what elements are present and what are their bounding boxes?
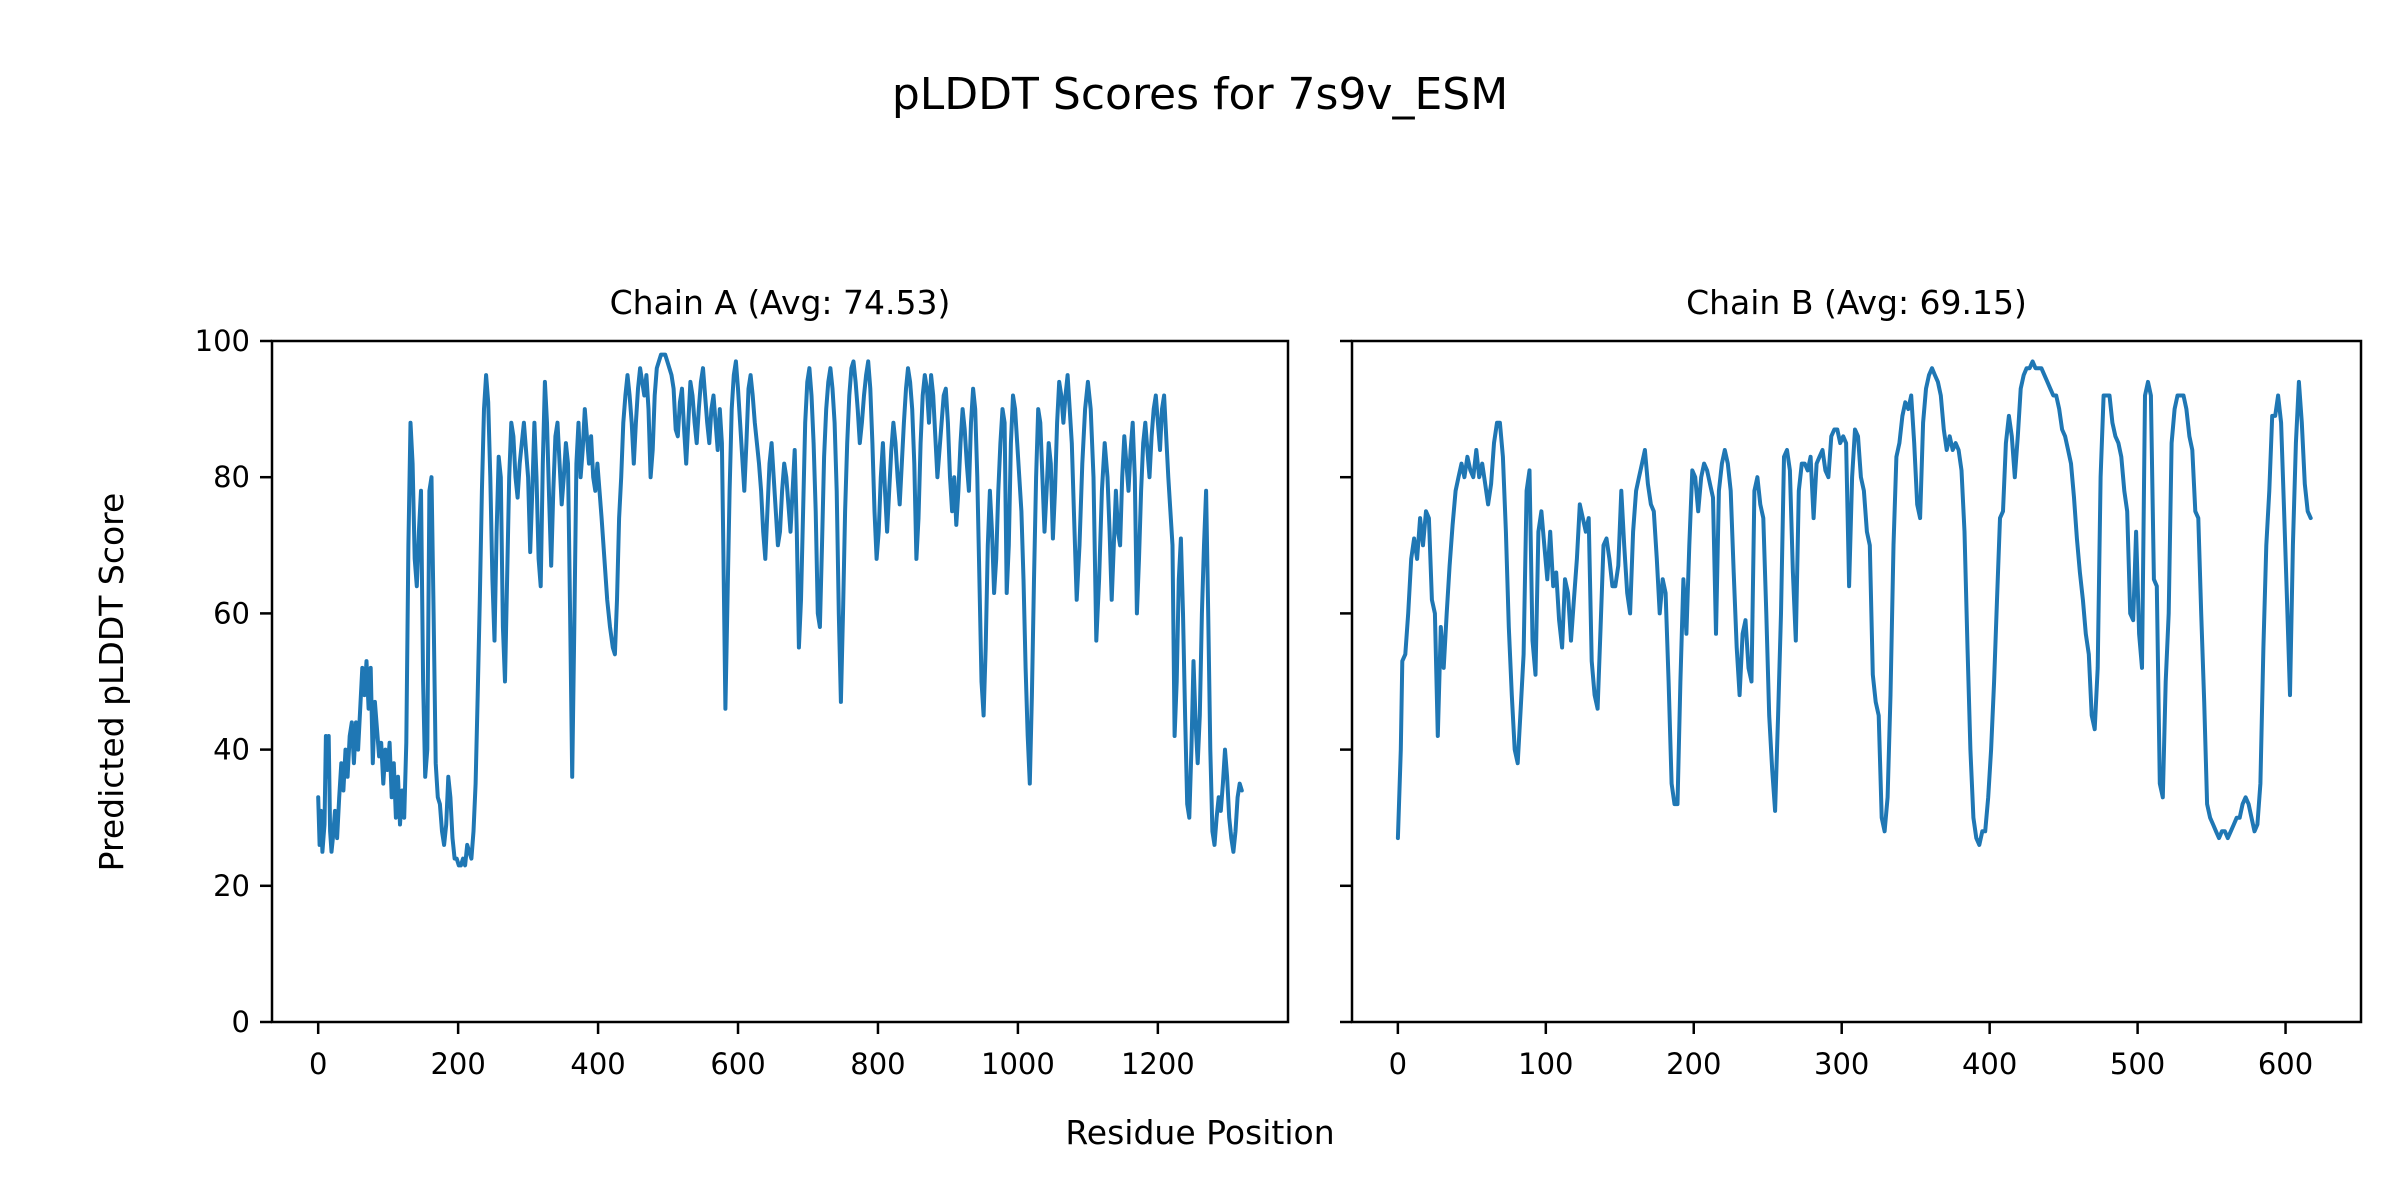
y-axis-label: Predicted pLDDT Score [92, 492, 132, 872]
x-axis-label: Residue Position [1065, 1113, 1335, 1152]
chain-a-plot: 0 200 400 600 800 1000 1200 0 20 40 60 80 100 [195, 324, 1290, 1081]
x-tick-label: 100 [1518, 1047, 1573, 1081]
y-tick-label: 100 [195, 324, 250, 358]
y-tick-label: 0 [232, 1005, 250, 1039]
x-tick-label: 0 [309, 1047, 327, 1081]
chain-b-plot: 0 100 200 300 400 500 600 [1340, 339, 2363, 1081]
x-tick-label: 600 [710, 1047, 765, 1081]
plddt-line-chain-b [1395, 359, 2313, 847]
x-tick-label: 200 [430, 1047, 485, 1081]
y-tick-label: 40 [213, 733, 250, 767]
x-tick-label: 1000 [981, 1047, 1055, 1081]
x-tick-label: 500 [2110, 1047, 2165, 1081]
axes-spines [1350, 339, 2363, 1024]
x-tick-label: 600 [2258, 1047, 2313, 1081]
plddt-line-chain-a [316, 352, 1244, 868]
x-tick-label: 200 [1666, 1047, 1721, 1081]
y-tick-label: 60 [213, 596, 250, 630]
axes-spines [270, 339, 1290, 1024]
x-tick-label: 400 [570, 1047, 625, 1081]
x-tick-label: 800 [850, 1047, 905, 1081]
chain-b-title: Chain B (Avg: 69.15) [1686, 283, 2027, 322]
y-tick-label: 20 [213, 869, 250, 903]
x-tick-label: 1200 [1121, 1047, 1195, 1081]
y-tick-label: 80 [213, 460, 250, 494]
x-tick-label: 400 [1962, 1047, 2017, 1081]
x-tick-label: 0 [1389, 1047, 1407, 1081]
x-tick-label: 300 [1814, 1047, 1869, 1081]
figure-title: pLDDT Scores for 7s9v_ESM [891, 69, 1509, 120]
chain-a-title: Chain A (Avg: 74.53) [609, 283, 951, 322]
